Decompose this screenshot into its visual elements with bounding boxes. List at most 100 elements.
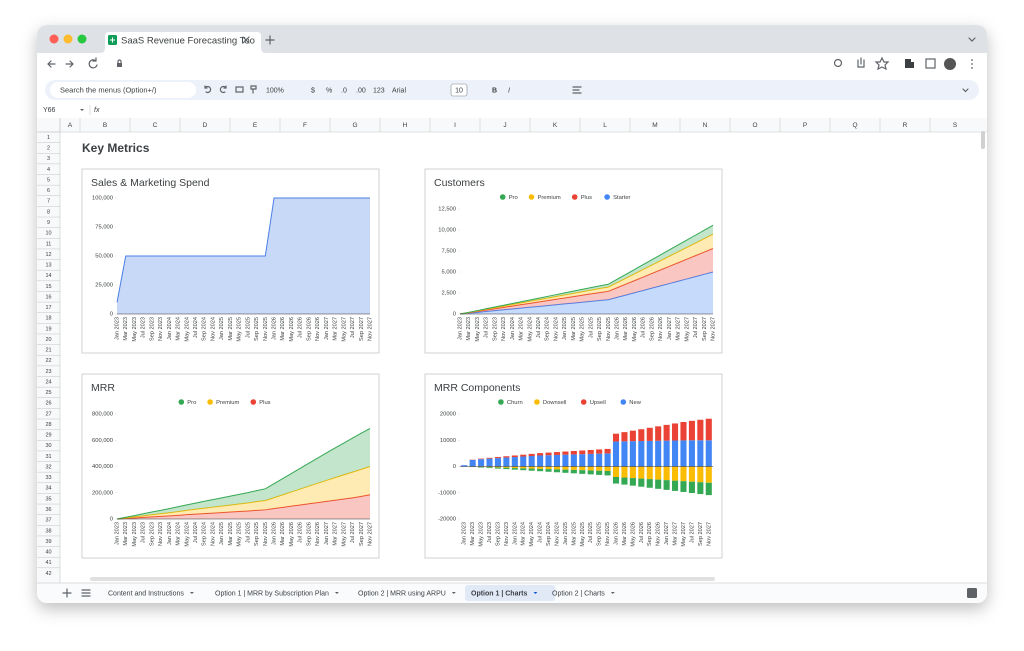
tab-menu[interactable] xyxy=(968,37,976,42)
column-header: R xyxy=(903,122,908,129)
area-line xyxy=(116,466,371,520)
toolbar-item[interactable]: 100% xyxy=(266,87,284,94)
redo[interactable] xyxy=(219,85,227,94)
row-header: 20 xyxy=(45,337,51,343)
add-sheet[interactable] xyxy=(62,588,72,598)
sheet-tab[interactable]: Option 1 | Charts xyxy=(471,590,528,597)
sheet-tab-menu[interactable] xyxy=(334,592,339,594)
sheet-tab[interactable]: Option 2 | MRR using ARPU xyxy=(358,590,446,597)
row-header: 6 xyxy=(47,188,50,194)
toolbar-item[interactable]: Arial xyxy=(392,87,406,94)
sheet-tab[interactable]: Content and Instructions xyxy=(108,590,184,597)
align[interactable] xyxy=(572,86,582,94)
legend-swatch xyxy=(604,194,610,200)
toolbar-item[interactable]: .0 xyxy=(341,87,347,94)
x-tick-label: Jul 2025 xyxy=(245,317,251,338)
sheet-tab-menu[interactable] xyxy=(533,592,538,594)
bar xyxy=(697,440,704,467)
x-tick-label: Mar 2025 xyxy=(571,317,577,341)
bar xyxy=(655,466,662,480)
explore[interactable] xyxy=(967,588,977,598)
profile-avatar[interactable] xyxy=(944,58,956,70)
x-tick-label: Jan 2023 xyxy=(114,317,120,340)
chart-title: Customers xyxy=(434,177,485,189)
sheet-tab-menu[interactable] xyxy=(610,592,615,594)
minimize-button[interactable] xyxy=(63,34,73,44)
side-panel-icon[interactable] xyxy=(925,58,936,69)
x-tick-label: Jan 2023 xyxy=(457,317,463,340)
sheet-tab-menu[interactable] xyxy=(189,592,194,594)
bar xyxy=(587,453,594,467)
forward[interactable] xyxy=(65,60,74,68)
zoom-button[interactable] xyxy=(77,34,87,44)
bar xyxy=(478,467,485,468)
bar xyxy=(672,466,679,481)
sheet-tab[interactable]: Option 1 | MRR by Subscription Plan xyxy=(215,590,329,597)
bar xyxy=(511,468,518,470)
x-tick-label: Mar 2026 xyxy=(623,317,629,341)
horizontal-scrollbar[interactable] xyxy=(90,577,715,581)
x-tick-label: Jul 2027 xyxy=(350,522,356,543)
row-header: 33 xyxy=(45,475,51,481)
menu-search[interactable] xyxy=(50,82,196,98)
toolbar xyxy=(45,80,979,100)
back[interactable] xyxy=(47,60,56,68)
y-tick-label: 400,000 xyxy=(92,464,113,470)
x-tick-label: Jan 2027 xyxy=(664,522,670,545)
bar xyxy=(629,466,636,479)
toolbar-item[interactable]: B xyxy=(492,87,497,94)
browser-tab[interactable] xyxy=(100,32,266,53)
undo[interactable] xyxy=(204,85,212,94)
reload[interactable] xyxy=(88,57,98,69)
x-tick-label: Jul 2025 xyxy=(588,317,594,338)
active-sheet-tab[interactable] xyxy=(465,585,556,601)
name-box[interactable]: Y66 xyxy=(43,107,56,114)
bar xyxy=(697,419,704,441)
sheet-tab[interactable]: Option 2 | Charts xyxy=(552,590,605,597)
collapse-toolbar[interactable] xyxy=(962,88,969,93)
all-sheets[interactable] xyxy=(81,589,91,597)
new-tab[interactable] xyxy=(265,35,275,45)
bar xyxy=(596,466,603,471)
bar xyxy=(520,468,527,471)
column-header: B xyxy=(103,122,107,129)
x-tick-label: Sep 2023 xyxy=(149,317,155,341)
column-header: I xyxy=(454,122,456,129)
vertical-scrollbar[interactable] xyxy=(981,131,985,149)
close-button[interactable] xyxy=(49,34,59,44)
toolbar-item[interactable]: $ xyxy=(311,87,315,94)
row-header: 15 xyxy=(45,284,51,290)
font-size-box[interactable] xyxy=(450,83,468,97)
tab-close[interactable] xyxy=(242,36,250,44)
toolbar-item[interactable]: .00 xyxy=(356,87,366,94)
x-tick-label: May 2023 xyxy=(132,522,138,547)
toolbar-item[interactable]: I xyxy=(508,87,510,94)
bookmark-icon[interactable] xyxy=(874,56,890,71)
x-tick-label: Mar 2026 xyxy=(280,522,286,546)
toolbar-item[interactable]: 10 xyxy=(455,87,463,94)
row-header: 11 xyxy=(46,241,52,247)
sheets-icon-mark xyxy=(110,37,115,43)
bar xyxy=(629,441,636,467)
menu-search-text: Search the menus (Option+/) xyxy=(60,85,157,94)
row-header: 25 xyxy=(45,390,51,396)
zoom-icon[interactable] xyxy=(833,58,843,68)
bar xyxy=(672,423,679,441)
bar xyxy=(680,481,687,492)
paint-format[interactable] xyxy=(250,85,257,94)
sheet-tab-menu[interactable] xyxy=(451,592,456,594)
x-tick-label: Jan 2024 xyxy=(512,522,518,545)
toolbar-item[interactable]: 123 xyxy=(373,87,385,94)
x-tick-label: Mar 2023 xyxy=(466,317,472,341)
share-icon[interactable] xyxy=(857,57,865,68)
legend-label: Starter xyxy=(613,195,630,201)
print[interactable] xyxy=(235,86,244,93)
x-tick-label: May 2024 xyxy=(529,522,535,547)
bar xyxy=(494,466,501,468)
row-header: 39 xyxy=(45,539,51,545)
legend-swatch xyxy=(571,194,578,200)
x-tick-label: Mar 2024 xyxy=(521,522,527,546)
toolbar-item[interactable]: % xyxy=(326,87,332,94)
extensions-icon[interactable] xyxy=(905,59,914,68)
x-tick-label: Sep 2025 xyxy=(597,317,603,341)
